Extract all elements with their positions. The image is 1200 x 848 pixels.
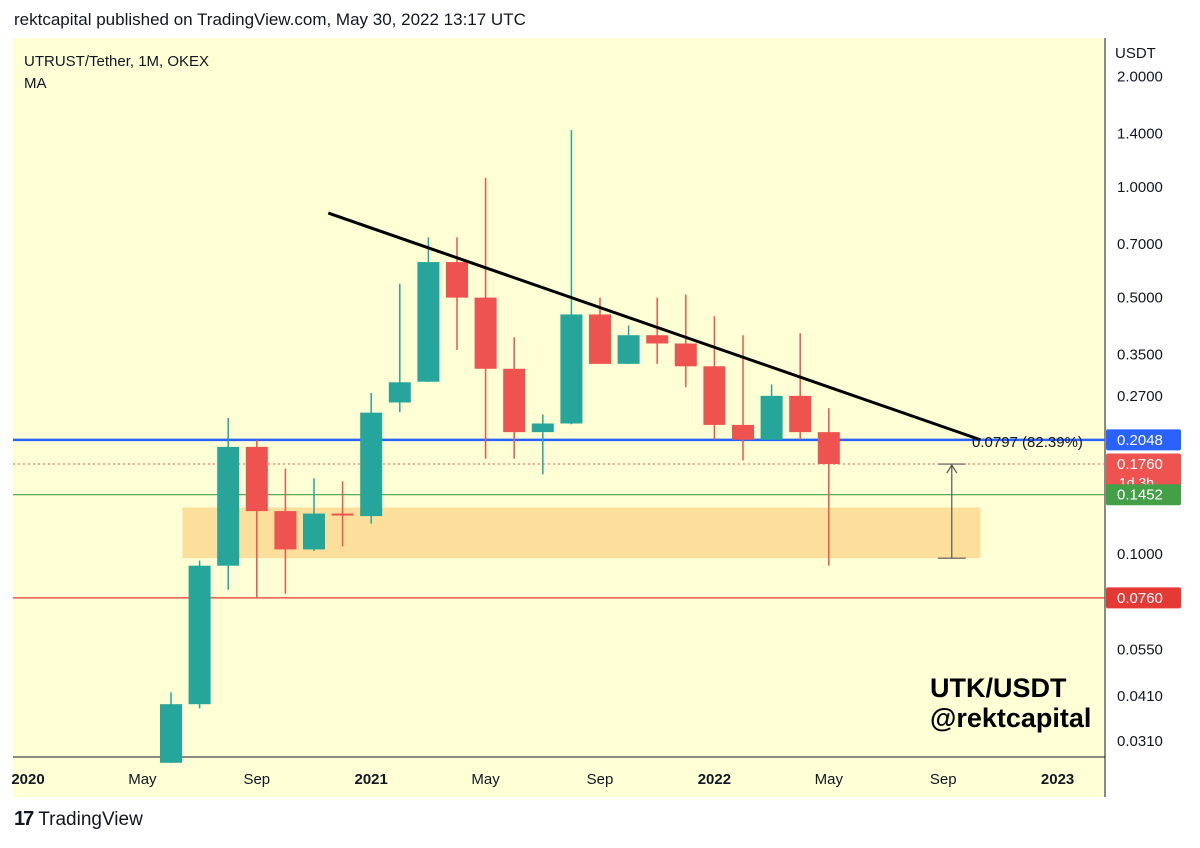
- candle-body: [417, 262, 440, 382]
- candle-body: [245, 446, 268, 512]
- candle-body: [674, 343, 697, 367]
- candle[interactable]: [303, 478, 325, 551]
- price-label-text: 0.0760: [1117, 590, 1163, 607]
- symbol-legend[interactable]: UTRUST/Tether, 1M, OKEX: [24, 53, 209, 70]
- candle[interactable]: [274, 468, 297, 594]
- candle[interactable]: [446, 237, 468, 350]
- candle-body: [760, 395, 783, 440]
- plot-background: [13, 38, 1105, 757]
- candle[interactable]: [388, 283, 411, 412]
- axis-unit-label: USDT: [1115, 45, 1156, 62]
- watermark-pair: UTK/USDT: [930, 673, 1067, 703]
- candle-body: [817, 432, 840, 465]
- price-tick-label: 0.0310: [1117, 733, 1163, 750]
- time-tick-label: May: [815, 771, 844, 788]
- candle-body: [388, 382, 411, 403]
- time-axis-background: [13, 757, 1105, 797]
- price-label-bg: [1106, 429, 1181, 451]
- price-tick-label: 0.2700: [1117, 388, 1163, 405]
- trendline[interactable]: [327, 211, 981, 442]
- time-tick-label: Sep: [587, 771, 614, 788]
- candle-body: [188, 565, 211, 705]
- time-tick-label: 2023: [1041, 771, 1074, 788]
- candle-body: [789, 395, 812, 433]
- time-tick-label: May: [471, 771, 500, 788]
- indicator-legend[interactable]: MA: [24, 75, 47, 92]
- candle[interactable]: [617, 325, 640, 364]
- price-tick-label: 0.1000: [1117, 546, 1163, 563]
- candle[interactable]: [674, 294, 697, 388]
- price-tick-label: 1.0000: [1117, 179, 1163, 196]
- green-level-label[interactable]: 0.1452: [1106, 484, 1181, 506]
- candle-body: [160, 704, 182, 763]
- price-label-text: 0.1760: [1117, 456, 1163, 473]
- price-tick-label: 0.5000: [1117, 290, 1163, 307]
- price-tick-label: 2.0000: [1117, 69, 1163, 86]
- candle-body: [331, 513, 354, 516]
- tradingview-brand: TradingView: [38, 808, 143, 830]
- price-label-text: 0.1452: [1117, 487, 1163, 504]
- candle-body: [360, 412, 383, 517]
- measure-arrow-head: [946, 463, 958, 474]
- candle-body: [646, 335, 669, 344]
- price-axis-background: [1105, 38, 1185, 797]
- blue-level-label[interactable]: 0.2048: [1106, 429, 1181, 451]
- red-level-label[interactable]: 0.0760: [1106, 587, 1181, 609]
- candle[interactable]: [417, 237, 440, 382]
- candle-body: [217, 446, 240, 566]
- candle[interactable]: [245, 439, 268, 598]
- candle-body: [589, 314, 611, 364]
- candle[interactable]: [817, 408, 840, 566]
- candle[interactable]: [188, 560, 211, 709]
- candle-body: [474, 297, 497, 369]
- candle[interactable]: [531, 414, 554, 475]
- price-tick-label: 0.3500: [1117, 346, 1163, 363]
- price-label-bg: [1106, 484, 1181, 506]
- tradingview-logo-icon: 17: [14, 808, 34, 830]
- price-tick-label: 0.0550: [1117, 641, 1163, 658]
- price-label-bg: [1106, 587, 1181, 609]
- candle[interactable]: [503, 337, 526, 459]
- candle-body: [732, 424, 754, 440]
- candle[interactable]: [646, 297, 669, 364]
- support-zone: [182, 507, 981, 559]
- candle-body: [446, 262, 468, 298]
- candle-body: [503, 368, 526, 433]
- candle-body: [303, 513, 325, 550]
- tradingview-logo[interactable]: 17 TradingView: [14, 808, 143, 831]
- candle[interactable]: [160, 692, 182, 763]
- time-tick-label: Sep: [930, 771, 957, 788]
- candle[interactable]: [360, 392, 383, 524]
- price-label-text: 0.2048: [1117, 432, 1163, 449]
- time-tick-label: 2022: [698, 771, 731, 788]
- time-tick-label: 2020: [11, 771, 44, 788]
- watermark-author: @rektcapital: [930, 703, 1091, 733]
- candle[interactable]: [474, 177, 497, 459]
- candle-body: [560, 314, 583, 424]
- candle-body: [617, 335, 640, 364]
- price-label-bg: [1106, 453, 1181, 494]
- candle-body: [531, 423, 554, 433]
- candle[interactable]: [789, 333, 812, 440]
- candle[interactable]: [217, 417, 240, 590]
- candle[interactable]: [331, 481, 354, 547]
- time-tick-label: 2021: [355, 771, 388, 788]
- candle[interactable]: [703, 316, 726, 440]
- publish-header: rektcapital published on TradingView.com…: [14, 10, 526, 29]
- candle-body: [274, 511, 297, 550]
- price-tick-label: 0.7000: [1117, 236, 1163, 253]
- time-tick-label: May: [128, 771, 157, 788]
- price-tick-label: 1.4000: [1117, 126, 1163, 143]
- measure-text: 0.0797 (82.39%): [972, 434, 1083, 451]
- time-tick-label: Sep: [243, 771, 270, 788]
- price-tick-label: 0.0410: [1117, 688, 1163, 705]
- candle[interactable]: [560, 130, 583, 425]
- candle[interactable]: [760, 384, 783, 440]
- candle-body: [703, 366, 726, 425]
